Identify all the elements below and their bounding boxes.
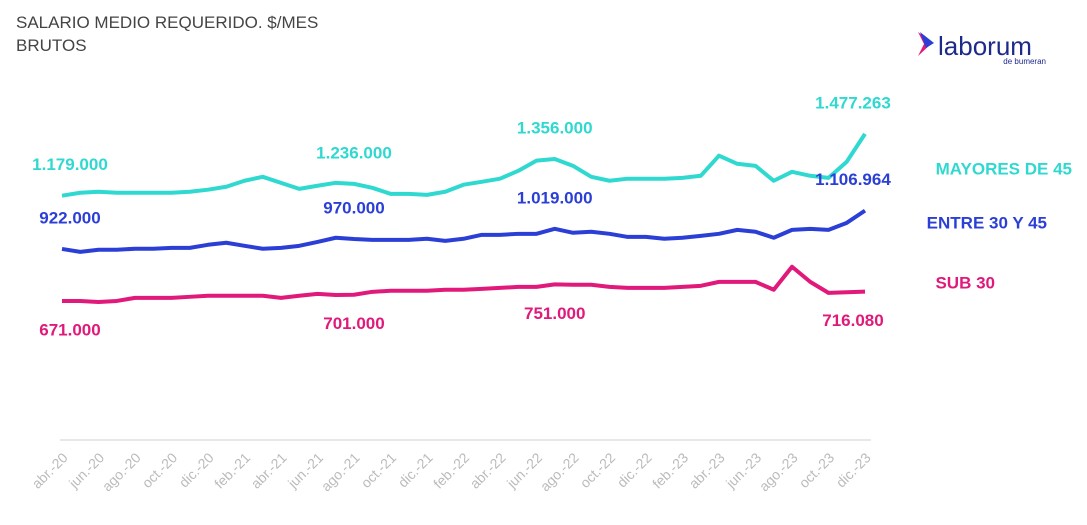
x-tick-label: oct.-22 [577,449,619,491]
x-tick-label: oct.-21 [358,449,400,491]
x-tick-label: ago.-21 [318,449,363,494]
data-label: 1.236.000 [316,143,392,162]
data-label: 671.000 [39,320,100,339]
x-tick-label: feb.-22 [430,449,472,491]
x-tick-label: abr.-21 [248,449,290,491]
x-tick-label: ago.-22 [537,449,582,494]
x-tick-label: dic.-20 [176,449,217,490]
series-name: ENTRE 30 Y 45 [927,213,1047,232]
data-label: 751.000 [524,304,585,323]
series-line [61,208,867,254]
x-tick-label: abr.-20 [29,449,71,491]
logo-name: laborum [938,31,1032,61]
x-tick-label: dic.-22 [614,449,655,490]
x-tick-label: abr.-23 [686,449,728,491]
x-tick-label: dic.-21 [395,449,436,490]
data-label: 1.356.000 [517,118,593,137]
series-line [62,264,866,304]
x-tick-label: ago.-20 [99,449,144,494]
chart-title: SALARIO MEDIO REQUERIDO. $/MES [16,13,318,32]
series-line [61,132,867,198]
x-tick-label: feb.-23 [649,449,691,491]
x-tick-label: abr.-22 [467,449,509,491]
data-label: 1.106.964 [815,170,891,189]
data-label: 1.477.263 [815,93,891,112]
data-label: 1.179.000 [32,155,108,174]
logo: laborum de bumeran [918,31,1046,66]
data-label: 922.000 [39,208,100,227]
series-name: MAYORES DE 45 [936,159,1072,178]
series-name: SUB 30 [935,273,995,292]
data-label: 1.019.000 [517,188,593,207]
x-tick-label: oct.-20 [139,449,181,491]
x-tick-label: dic.-23 [833,449,874,490]
x-tick-label: ago.-23 [756,449,801,494]
logo-icon [920,32,934,48]
data-label: 716.080 [822,311,883,330]
x-tick-label: feb.-21 [211,449,253,491]
chart-subtitle: BRUTOS [16,36,87,55]
logo-tagline: de bumeran [1003,57,1046,66]
data-label: 701.000 [323,314,384,333]
x-tick-label: oct.-23 [796,449,838,491]
data-label: 970.000 [323,198,384,217]
